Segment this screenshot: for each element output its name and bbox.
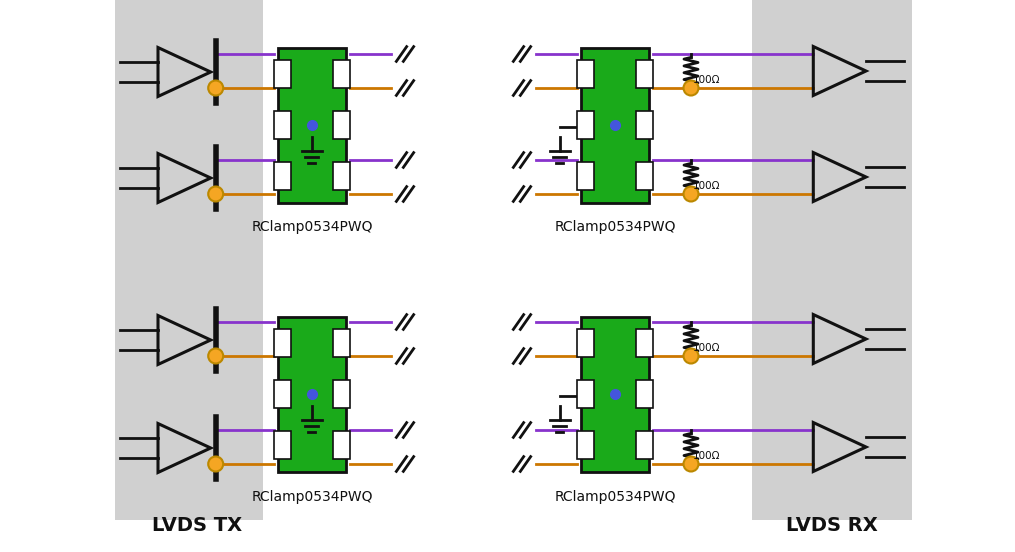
Circle shape <box>208 187 223 201</box>
Bar <box>636 431 653 459</box>
Bar <box>274 60 291 88</box>
Bar <box>274 162 291 190</box>
Bar <box>581 47 649 203</box>
Bar <box>274 111 291 139</box>
Bar <box>278 316 346 471</box>
Bar <box>333 329 350 357</box>
Bar <box>752 0 912 520</box>
Text: LVDS RX: LVDS RX <box>787 516 878 535</box>
Bar <box>636 162 653 190</box>
Circle shape <box>683 187 698 201</box>
Circle shape <box>683 81 698 95</box>
Text: RClamp0534PWQ: RClamp0534PWQ <box>252 490 373 503</box>
Text: LVDS TX: LVDS TX <box>152 516 242 535</box>
Bar <box>577 380 594 408</box>
Bar <box>274 431 291 459</box>
Bar <box>577 111 594 139</box>
Text: RClamp0534PWQ: RClamp0534PWQ <box>252 220 373 235</box>
Bar <box>636 60 653 88</box>
Circle shape <box>208 81 223 95</box>
Bar <box>278 47 346 203</box>
Text: 100Ω: 100Ω <box>693 451 721 461</box>
Bar <box>636 111 653 139</box>
Circle shape <box>683 457 698 471</box>
Bar <box>333 380 350 408</box>
Bar <box>636 329 653 357</box>
Circle shape <box>683 348 698 364</box>
Text: RClamp0534PWQ: RClamp0534PWQ <box>554 220 676 235</box>
Bar <box>333 60 350 88</box>
Bar <box>274 329 291 357</box>
Circle shape <box>208 348 223 364</box>
Text: 100Ω: 100Ω <box>693 75 721 85</box>
Bar <box>581 316 649 471</box>
Bar <box>577 329 594 357</box>
Bar <box>333 111 350 139</box>
Bar <box>636 380 653 408</box>
Circle shape <box>208 457 223 471</box>
Bar <box>333 431 350 459</box>
Text: 100Ω: 100Ω <box>693 343 721 353</box>
Bar <box>115 0 263 520</box>
Bar <box>577 162 594 190</box>
Bar <box>333 162 350 190</box>
Bar <box>577 60 594 88</box>
Bar <box>577 431 594 459</box>
Text: 100Ω: 100Ω <box>693 181 721 191</box>
Bar <box>274 380 291 408</box>
Text: RClamp0534PWQ: RClamp0534PWQ <box>554 490 676 503</box>
